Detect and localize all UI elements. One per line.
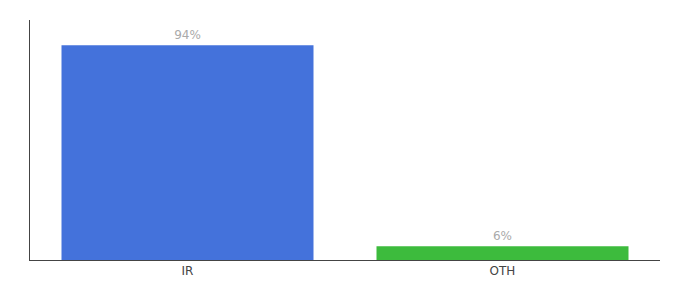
- svg-text:94%: 94%: [174, 28, 201, 42]
- svg-text:IR: IR: [182, 264, 194, 278]
- svg-text:6%: 6%: [493, 229, 512, 243]
- svg-text:OTH: OTH: [490, 264, 516, 278]
